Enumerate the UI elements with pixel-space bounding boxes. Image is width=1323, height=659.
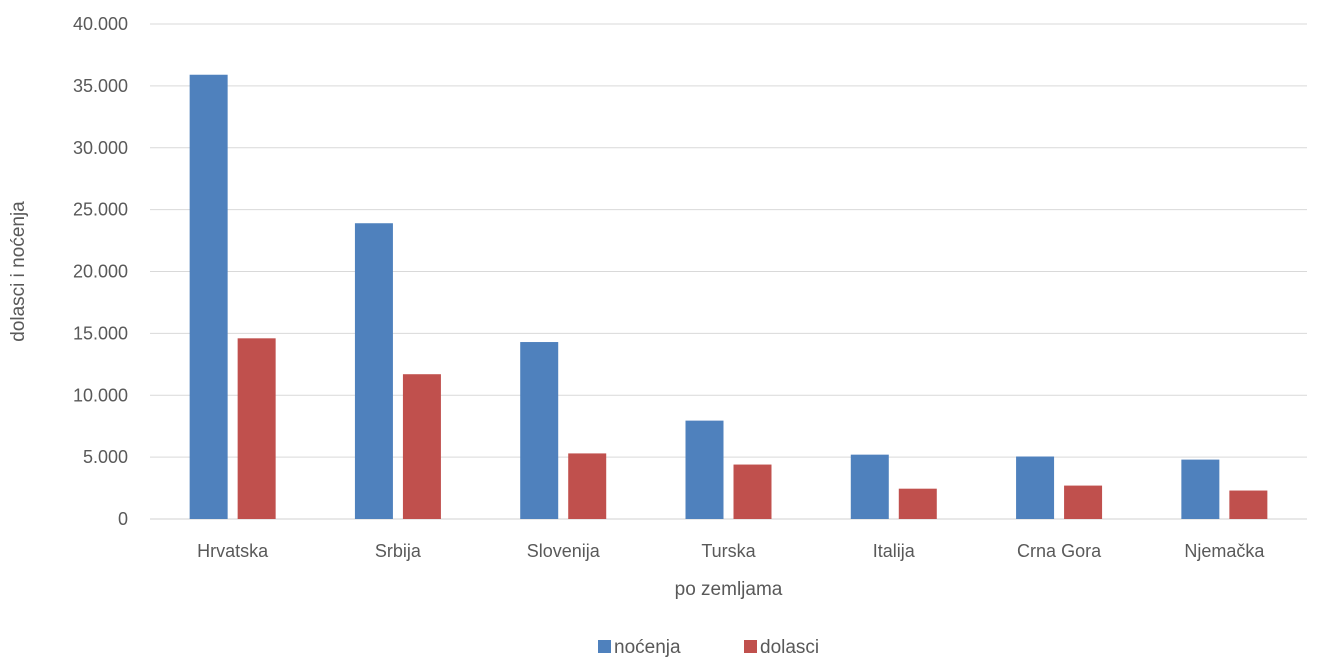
legend-swatch	[744, 640, 757, 653]
bar-nocenja-6	[1181, 459, 1220, 519]
x-tick-label: Turska	[701, 541, 756, 561]
x-axis-title: po zemljama	[675, 579, 783, 600]
bars	[189, 74, 1268, 520]
gridlines	[150, 23, 1307, 458]
bar-dolasci-4	[898, 488, 937, 519]
y-tick-label: 15.000	[73, 323, 128, 343]
x-tick-label: Crna Gora	[1017, 541, 1102, 561]
x-tick-label: Njemačka	[1184, 541, 1265, 561]
x-tick-label: Slovenija	[527, 541, 601, 561]
bar-nocenja-4	[850, 454, 889, 519]
x-tick-label: Srbija	[375, 541, 422, 561]
y-tick-label: 20.000	[73, 262, 128, 282]
y-axis-tick-labels: 0 5.000 10.000 15.000 20.000 25.000 30.000 35.0…	[73, 14, 128, 529]
x-tick-label: Hrvatska	[197, 541, 269, 561]
bar-nocenja-2	[520, 342, 559, 519]
y-tick-label: 40.000	[73, 14, 128, 34]
bar-nocenja-3	[685, 420, 724, 519]
legend-label: noćenja	[614, 637, 681, 658]
bar-nocenja-0	[189, 74, 228, 520]
legend-swatch	[598, 640, 611, 653]
legend-label: dolasci	[760, 637, 819, 658]
x-axis-tick-labels: Hrvatska Srbija Slovenija Turska Italija Crna…	[197, 541, 1265, 561]
y-tick-label: 10.000	[73, 385, 128, 405]
y-tick-label: 30.000	[73, 138, 128, 158]
y-tick-label: 35.000	[73, 76, 128, 96]
y-tick-label: 25.000	[73, 200, 128, 220]
y-axis-title: dolasci i noćenja	[8, 201, 29, 342]
bar-nocenja-5	[1016, 456, 1055, 519]
bar-dolasci-5	[1064, 485, 1103, 519]
y-tick-label: 5.000	[83, 447, 128, 467]
bar-dolasci-0	[237, 338, 276, 519]
bar-dolasci-1	[402, 374, 441, 519]
bar-dolasci-3	[733, 464, 772, 519]
bar-nocenja-1	[354, 223, 393, 520]
y-tick-label: 0	[118, 509, 128, 529]
x-tick-label: Italija	[873, 541, 916, 561]
legend: noćenja dolasci	[598, 637, 819, 658]
bar-dolasci-2	[568, 453, 607, 519]
bar-dolasci-6	[1229, 490, 1268, 519]
